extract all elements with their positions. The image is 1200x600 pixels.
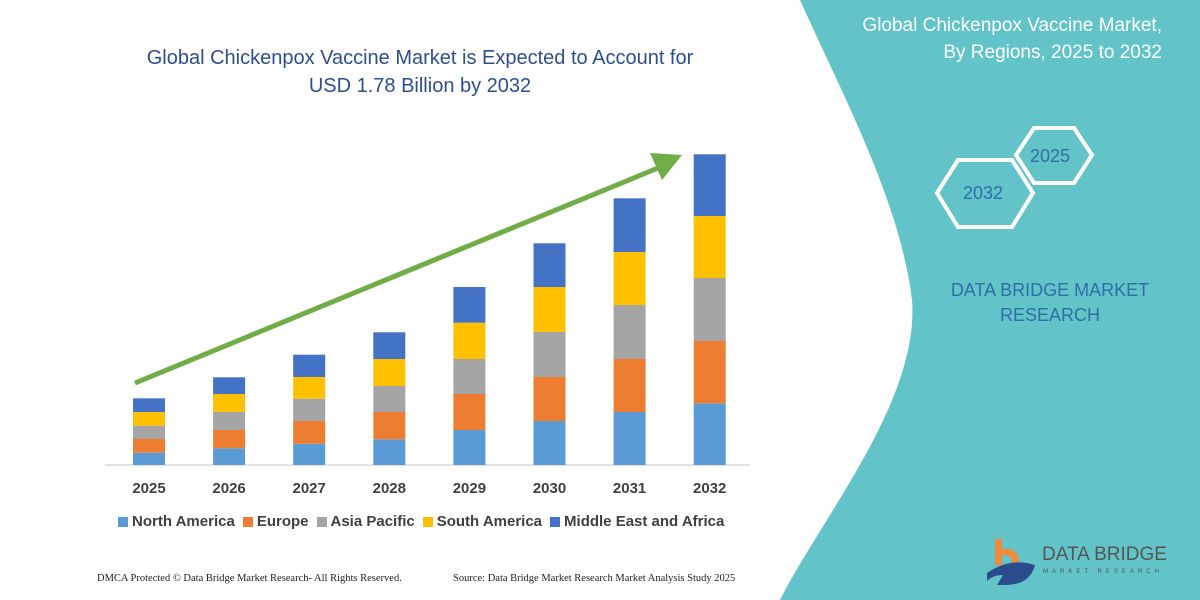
legend-swatch [316, 516, 327, 527]
copyright-text: DMCA Protected © Data Bridge Market Rese… [97, 573, 402, 584]
legend-swatch [242, 516, 253, 527]
trend-arrow [134, 165, 659, 386]
title-line-1: Global Chickenpox Vaccine Market is Expe… [146, 47, 694, 69]
bar-segment-2025-south-america [133, 412, 165, 426]
bar-segment-2029-south-america [453, 322, 486, 359]
legend-swatch [118, 516, 128, 527]
bar-segment-2032-south-america [693, 216, 726, 278]
trend-arrowhead [650, 153, 682, 180]
bar-segment-2028-asia-pacific [373, 386, 406, 412]
legend-label: South America [436, 513, 543, 530]
legend-swatch [550, 516, 561, 527]
bar-segment-2026-asia-pacific [213, 412, 246, 430]
bar-segment-2028-south-america [373, 359, 406, 386]
bar-segment-2027-asia-pacific [293, 398, 326, 421]
side-title: Global Chickenpox Vaccine Market, By Reg… [802, 12, 1162, 66]
bar-segment-2028-europe [373, 412, 406, 440]
brand-text: DATA BRIDGE MARKET RESEARCH [930, 278, 1170, 328]
x-tick-label: 2027 [292, 480, 326, 497]
bar-segment-2030-south-america [533, 287, 566, 332]
bar-segment-2031-middle-east-and-africa [613, 198, 646, 252]
bar-segment-2032-north-america [693, 403, 726, 465]
bar-segment-2031-south-america [613, 252, 646, 305]
legend-label: Middle East and Africa [564, 513, 725, 530]
bar-segment-2025-north-america [133, 452, 165, 465]
data-bridge-logo-icon [987, 539, 1035, 585]
bar-segment-2032-middle-east-and-africa [693, 154, 726, 216]
legend-item: Middle East and Africa [550, 513, 724, 530]
logo-tagline: MARKET RESEARCH [1043, 569, 1163, 575]
title-line-2: USD 1.78 Billion by 2032 [308, 75, 532, 97]
bar-segment-2031-north-america [613, 412, 646, 465]
bar-segment-2025-middle-east-and-africa [133, 398, 165, 412]
bar-segment-2030-middle-east-and-africa [533, 243, 566, 287]
bar-segment-2030-north-america [533, 421, 566, 465]
bar-segment-2028-north-america [373, 439, 406, 465]
hex-label-2032: 2032 [963, 183, 1004, 203]
bar-segment-2029-asia-pacific [453, 359, 486, 394]
bar-segment-2028-middle-east-and-africa [373, 332, 406, 359]
side-title-line-1: Global Chickenpox Vaccine Market, [862, 15, 1162, 36]
bar-segment-2026-north-america [213, 448, 246, 465]
bar-segment-2025-europe [133, 439, 165, 453]
bar-segment-2027-south-america [293, 377, 326, 399]
bar-segment-2031-asia-pacific [613, 305, 646, 359]
brand-line-1: DATA BRIDGE MARKET [950, 280, 1150, 300]
hex-label-2025: 2025 [1030, 146, 1071, 166]
bar-segment-2032-asia-pacific [693, 278, 726, 341]
x-tick-label: 2026 [212, 480, 246, 497]
bar-segment-2026-europe [213, 430, 246, 449]
chart-title: Global Chickenpox Vaccine Market is Expe… [110, 44, 730, 100]
bar-segment-2026-south-america [213, 394, 246, 412]
bar-segment-2027-middle-east-and-africa [293, 354, 326, 377]
bar-segment-2027-europe [293, 421, 326, 444]
source-text: Source: Data Bridge Market Research Mark… [453, 573, 736, 584]
bar-segment-2029-north-america [453, 430, 486, 465]
x-tick-label: 2029 [452, 480, 487, 497]
x-tick-label: 2028 [372, 480, 406, 497]
bar-segment-2031-europe [613, 359, 646, 412]
legend-item: South America [422, 513, 543, 530]
bar-segment-2025-asia-pacific [133, 425, 165, 439]
legend-item: North America [118, 513, 235, 530]
bar-segment-2032-europe [693, 341, 726, 404]
bar-segment-2027-north-america [293, 443, 326, 465]
legend-label: Asia Pacific [330, 513, 415, 530]
bar-segment-2030-europe [533, 377, 566, 421]
side-title-line-2: By Regions, 2025 to 2032 [943, 42, 1162, 63]
bar-segment-2026-middle-east-and-africa [213, 377, 246, 394]
legend-item: Europe [242, 513, 309, 530]
teal-panel [780, 0, 1200, 600]
legend-item: Asia Pacific [316, 513, 415, 530]
hexagon-2025 [1013, 126, 1095, 185]
legend-swatch [422, 516, 433, 527]
x-tick-label: 2031 [612, 480, 647, 497]
logo-name: DATA BRIDGE [1042, 544, 1167, 565]
legend-label: Europe [256, 513, 309, 530]
legend-label: North America [132, 513, 235, 530]
bar-segment-2030-asia-pacific [533, 332, 566, 377]
bar-segment-2029-europe [453, 394, 486, 430]
brand-line-2: RESEARCH [999, 305, 1101, 325]
bars-group [133, 154, 726, 465]
hexagon-2032 [934, 158, 1036, 229]
legend: North America Europe Asia Pacific South … [118, 513, 724, 530]
x-tick-label: 2032 [693, 480, 727, 497]
x-tick-label: 2030 [532, 480, 567, 497]
x-tick-label: 2025 [132, 480, 166, 497]
bar-segment-2029-middle-east-and-africa [453, 287, 486, 323]
